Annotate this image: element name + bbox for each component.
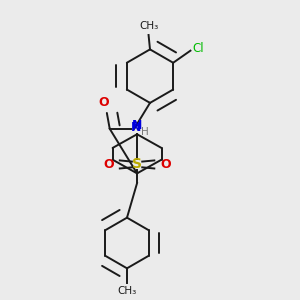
Text: O: O <box>160 158 171 171</box>
Text: Cl: Cl <box>193 42 204 55</box>
Text: N: N <box>132 119 142 132</box>
Text: H: H <box>141 127 149 137</box>
Text: CH₃: CH₃ <box>117 286 136 296</box>
Text: N: N <box>130 121 141 134</box>
Text: CH₃: CH₃ <box>139 21 158 31</box>
Text: O: O <box>103 158 114 171</box>
Text: S: S <box>132 158 142 172</box>
Text: O: O <box>99 96 109 109</box>
